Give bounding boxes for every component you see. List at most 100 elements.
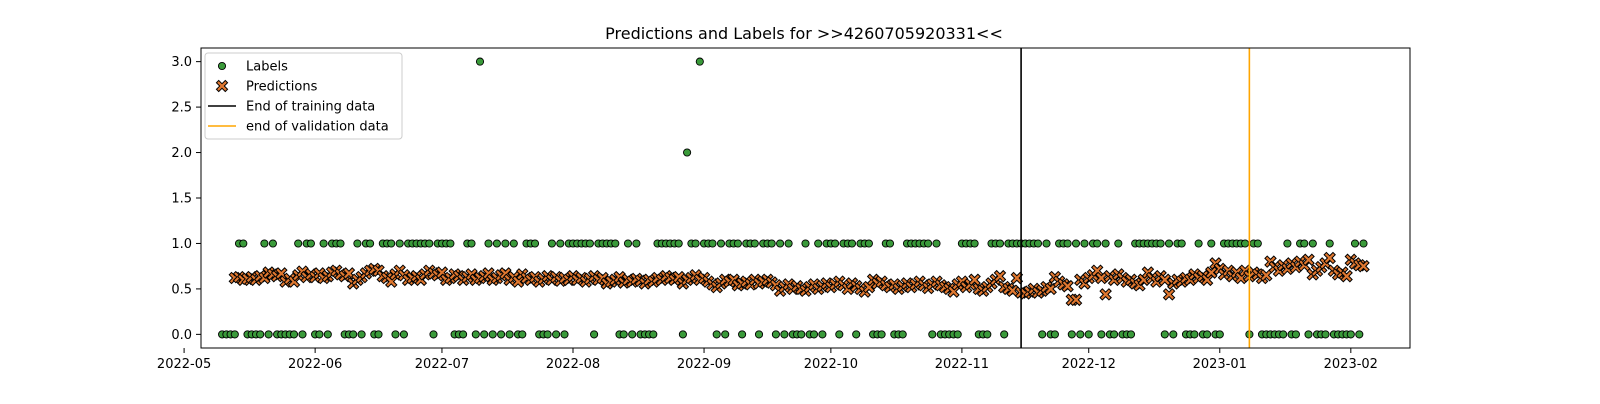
label-point [1291,330,1300,339]
legend-item: Labels [217,60,288,75]
label-point [970,239,979,248]
prediction-point [1323,251,1336,265]
label-point [530,239,540,248]
label-point [429,330,438,339]
x-tick-label: 2022-09 [677,357,731,372]
label-point [628,330,637,339]
label-point [1110,330,1119,339]
label-point [771,330,780,339]
label-point [712,330,721,339]
legend-circle-marker [217,61,227,71]
x-tick-label: 2023-02 [1324,357,1378,372]
y-tick-label: 2.5 [171,101,192,116]
label-point [1101,239,1110,248]
label-point [695,57,704,66]
label-point [268,239,277,248]
label-point [1215,330,1224,339]
y-tick-label: 2.0 [171,146,192,161]
x-tick-label: 2022-10 [804,357,858,372]
label-point [619,330,628,339]
y-tick-label: 1.0 [171,237,192,252]
label-point [1350,239,1360,248]
label-point [1207,239,1216,248]
label-point [1093,239,1102,248]
prediction-point [1260,269,1273,282]
label-point [754,330,764,339]
prediction-point [993,269,1007,283]
label-point [809,330,819,339]
x-tick-label: 2023-01 [1193,357,1247,372]
label-point [831,239,840,248]
prediction-point [1200,273,1214,287]
label-point [780,330,789,339]
prediction-point [1069,293,1083,307]
x-tick-label: 2022-11 [935,357,989,372]
prediction-point [1095,271,1108,285]
legend-item: End of training data [208,100,375,115]
label-point [1325,239,1334,248]
label-point [733,239,742,248]
prediction-point [1340,269,1353,283]
label-point [1203,330,1212,339]
chart-title: Predictions and Labels for >>42607059203… [605,24,1003,43]
prediction-point [862,280,876,294]
label-point [471,330,480,339]
prediction-point [511,275,525,288]
label-point [1076,330,1085,339]
label-point [298,330,307,339]
label-point [852,330,861,339]
label-point [932,239,941,248]
prediction-point [1137,273,1150,287]
label-point [1156,239,1165,248]
label-point [898,330,907,339]
label-point [818,330,827,339]
label-point [835,330,844,339]
label-point [1283,239,1292,248]
label-point [289,330,299,339]
label-point [475,57,485,66]
label-point [459,330,468,339]
y-tick-label: 0.5 [171,282,192,297]
label-point [674,239,683,248]
label-point [632,239,641,248]
label-point [1194,239,1203,248]
label-point [1346,330,1355,339]
prediction-point [947,285,960,298]
label-point [776,239,785,248]
label-point [264,330,273,339]
label-point [467,239,476,248]
label-point [488,330,497,339]
label-point [315,330,324,339]
label-point [1241,239,1250,248]
label-point [683,148,692,157]
prediction-point [1302,253,1315,267]
label-point [391,330,400,339]
plot-frame [200,47,1411,349]
prediction-point [1162,288,1176,301]
label-point [1067,330,1076,339]
label-point [1071,239,1081,248]
label-point [1164,239,1174,248]
label-point [801,239,810,248]
x-tick-label: 2022-12 [1062,357,1116,372]
x-tick-label: 2022-06 [288,357,342,372]
label-point [649,330,658,339]
prediction-point [342,267,356,280]
legend-box [204,52,403,140]
label-point [480,330,489,339]
label-point [1080,239,1089,248]
label-point [864,239,873,248]
label-point [1169,330,1178,339]
label-point [353,239,362,248]
prediction-point [1006,284,1019,297]
prediction-point [968,273,981,287]
label-point [501,239,510,248]
label-point [708,239,717,248]
label-point [425,239,434,248]
label-point [738,330,747,339]
label-point [1114,239,1123,248]
label-point [1000,330,1009,339]
prediction-point [1234,271,1248,285]
legend-label: End of training data [246,100,375,115]
